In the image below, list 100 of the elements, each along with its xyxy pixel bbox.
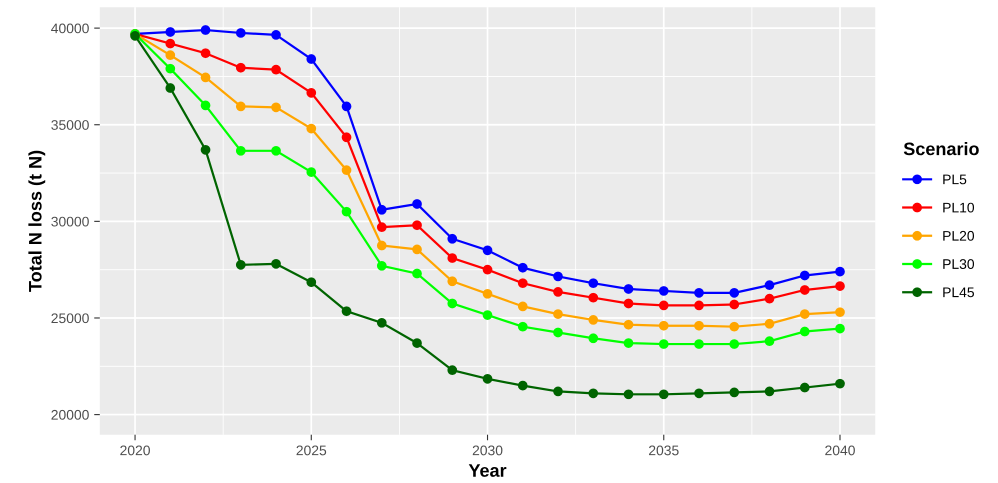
point: [376, 222, 387, 232]
point: [553, 328, 563, 338]
legend-label: PL10: [943, 202, 974, 213]
x-tick-label: 2030: [472, 445, 502, 456]
point: [800, 309, 810, 319]
point: [412, 220, 422, 230]
point: [553, 272, 563, 282]
point: [412, 244, 422, 254]
point: [482, 310, 492, 320]
point: [482, 245, 492, 256]
point: [658, 389, 669, 400]
point: [729, 300, 740, 310]
point: [447, 298, 458, 308]
point: [200, 144, 210, 155]
point: [271, 64, 281, 75]
legend-title: Scenario: [904, 142, 979, 156]
point: [376, 240, 387, 250]
point: [800, 285, 810, 295]
point: [694, 339, 704, 349]
x-tick-label: 2040: [825, 445, 855, 456]
point: [236, 146, 246, 156]
point: [658, 320, 669, 331]
point: [165, 64, 176, 74]
point: [165, 27, 176, 37]
point: [412, 338, 422, 348]
point: [271, 146, 281, 156]
point: [518, 262, 528, 273]
legend-label: PL30: [943, 259, 974, 269]
point: [624, 338, 634, 348]
point: [835, 281, 845, 291]
point: [271, 259, 281, 269]
point: [658, 286, 669, 296]
point: [588, 292, 598, 303]
point: [800, 326, 810, 336]
point: [518, 322, 528, 332]
y-tick-label: 35000: [51, 120, 89, 130]
point: [624, 284, 634, 294]
x-tick-label: 2035: [649, 445, 679, 456]
point: [412, 199, 422, 209]
point: [553, 386, 563, 396]
point: [200, 25, 210, 35]
point: [447, 365, 458, 376]
x-tick-label: 2025: [296, 445, 326, 456]
point: [482, 264, 492, 275]
point: [482, 374, 492, 384]
legend-label: PL45: [943, 288, 974, 298]
point: [236, 260, 246, 270]
point: [518, 278, 528, 288]
y-tick-label: 20000: [51, 410, 89, 420]
point: [835, 307, 845, 318]
point: [165, 83, 176, 93]
x-tick-label: 2020: [120, 445, 150, 456]
point: [588, 333, 598, 344]
point: [764, 294, 774, 304]
point: [553, 309, 563, 319]
point: [342, 102, 352, 112]
point: [624, 298, 634, 308]
point: [236, 62, 246, 73]
point: [694, 288, 704, 298]
point: [376, 318, 387, 328]
point: [306, 277, 316, 288]
point: [588, 278, 598, 288]
point: [200, 100, 210, 110]
point: [835, 266, 845, 276]
point: [729, 388, 740, 398]
point: [800, 270, 810, 280]
point: [271, 102, 281, 112]
point: [658, 339, 669, 349]
point: [694, 320, 704, 331]
point: [447, 234, 458, 244]
point: [236, 102, 246, 112]
point: [376, 204, 387, 215]
point: [447, 253, 458, 263]
y-tick-label: 30000: [51, 216, 89, 227]
point: [342, 306, 352, 316]
y-axis-title: Total N loss (t N): [28, 150, 46, 292]
point: [835, 324, 845, 334]
point: [624, 389, 634, 400]
point: [412, 268, 422, 278]
point: [764, 318, 774, 329]
point: [729, 288, 740, 298]
point: [729, 322, 740, 332]
point: [729, 339, 740, 349]
point: [447, 276, 458, 286]
x-axis-title: Year: [468, 464, 506, 477]
point: [306, 167, 316, 177]
point: [518, 380, 528, 390]
point: [342, 206, 352, 217]
y-tick-label: 40000: [51, 23, 89, 34]
point: [764, 336, 774, 346]
point: [800, 382, 810, 392]
legend-label: PL20: [943, 230, 974, 241]
point: [306, 54, 316, 64]
point: [236, 28, 246, 38]
point: [342, 132, 352, 142]
point: [764, 280, 774, 290]
point: [342, 165, 352, 176]
point: [553, 287, 563, 297]
point: [200, 48, 210, 58]
point: [482, 288, 492, 299]
